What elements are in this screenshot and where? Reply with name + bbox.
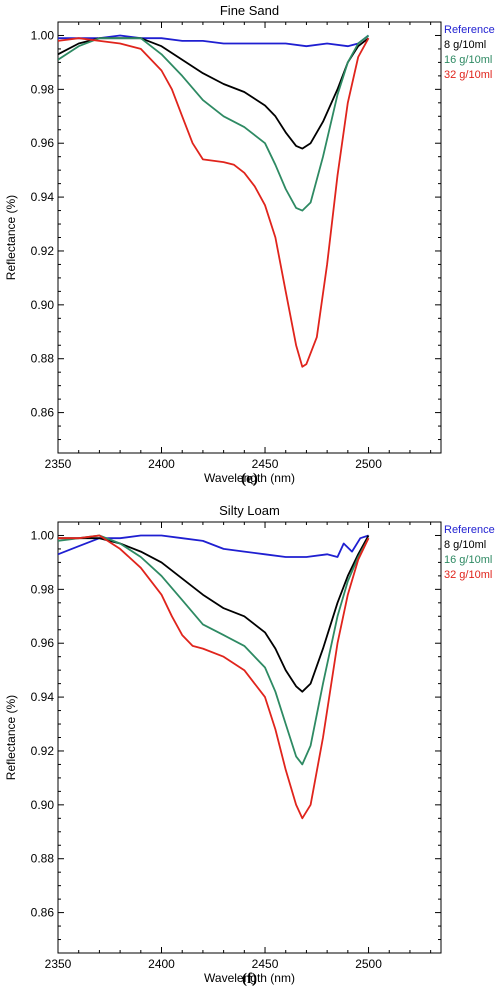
series-line-reference bbox=[58, 34, 370, 48]
x-tick-label: 2350 bbox=[45, 457, 72, 471]
chart-panel-fine-sand: Fine Sand 2350 2400 2450 2500 0.86 0.88 0.90 0.9… bbox=[4, 3, 495, 487]
x-tick-label: 2350 bbox=[45, 957, 72, 971]
plot-frame bbox=[57, 21, 442, 454]
series-line-16-g-10ml bbox=[58, 534, 370, 766]
legend-entry-8-g-10ml: 8 g/10ml bbox=[444, 39, 486, 51]
chart-panel-silty-loam: Silty Loam 2350 2400 2450 2500 0.86 0.88 0.90 0.… bbox=[0, 500, 500, 1000]
legend-entry-16-g-10ml: 16 g/10ml bbox=[444, 54, 492, 66]
y-tick-label: 0.92 bbox=[31, 244, 55, 258]
series-line-8-g-10ml bbox=[58, 535, 370, 693]
legend-entry-16-g-10ml: 16 g/10ml bbox=[444, 554, 492, 566]
legend-entry-32-g-10ml: 32 g/10ml bbox=[444, 569, 492, 581]
figure-caption: (f) bbox=[242, 971, 257, 987]
legend-entry-8-g-10ml: 8 g/10ml bbox=[444, 539, 486, 551]
chart-title: Silty Loam bbox=[219, 503, 280, 518]
y-tick-label: 0.88 bbox=[31, 352, 55, 366]
x-tick-label: 2450 bbox=[252, 957, 279, 971]
y-tick-label: 0.92 bbox=[31, 744, 55, 758]
series-line-8-g-10ml bbox=[58, 37, 370, 150]
chart-silty-loam: Silty Loam 2350 2400 2450 2500 0.86 0.88 0.90 0.… bbox=[4, 503, 495, 987]
x-tick-label: 2450 bbox=[252, 457, 279, 471]
x-tick-label: 2500 bbox=[355, 957, 382, 971]
y-tick-label: 0.88 bbox=[31, 852, 55, 866]
y-tick-label: 0.90 bbox=[31, 798, 55, 812]
x-tick-label: 2400 bbox=[148, 957, 175, 971]
x-tick-label: 2500 bbox=[355, 457, 382, 471]
y-tick-label: 1.00 bbox=[31, 28, 55, 42]
y-tick-label: 0.94 bbox=[31, 190, 55, 204]
y-axis-label: Reflectance (%) bbox=[4, 695, 18, 780]
series-line-reference bbox=[58, 534, 369, 558]
x-axis-label: Wavelength (nm) bbox=[204, 471, 295, 485]
series-line-32-g-10ml bbox=[58, 534, 370, 820]
plot-frame bbox=[57, 521, 442, 954]
y-tick-label: 0.96 bbox=[31, 136, 55, 150]
y-tick-label: 1.00 bbox=[31, 528, 55, 542]
figure-caption: (e) bbox=[241, 471, 258, 487]
y-tick-label: 0.98 bbox=[31, 582, 55, 596]
chart-fine-sand: Fine Sand 2350 2400 2450 2500 0.86 0.88 0.90 0.9… bbox=[4, 3, 495, 487]
legend-entry-reference: Reference bbox=[444, 524, 495, 536]
chart-title: Fine Sand bbox=[220, 3, 279, 18]
y-tick-label: 0.94 bbox=[31, 690, 55, 704]
legend-entry-32-g-10ml: 32 g/10ml bbox=[444, 69, 492, 81]
y-tick-label: 0.90 bbox=[31, 298, 55, 312]
y-tick-label: 0.96 bbox=[31, 636, 55, 650]
series-line-32-g-10ml bbox=[58, 37, 370, 368]
y-tick-label: 0.98 bbox=[31, 82, 55, 96]
x-axis-label: Wavelength (nm) bbox=[204, 971, 295, 985]
series-line-16-g-10ml bbox=[58, 34, 370, 212]
x-tick-label: 2400 bbox=[148, 457, 175, 471]
y-tick-label: 0.86 bbox=[31, 406, 55, 420]
legend-entry-reference: Reference bbox=[444, 24, 495, 36]
y-tick-label: 0.86 bbox=[31, 906, 55, 920]
y-axis-label: Reflectance (%) bbox=[4, 195, 18, 280]
